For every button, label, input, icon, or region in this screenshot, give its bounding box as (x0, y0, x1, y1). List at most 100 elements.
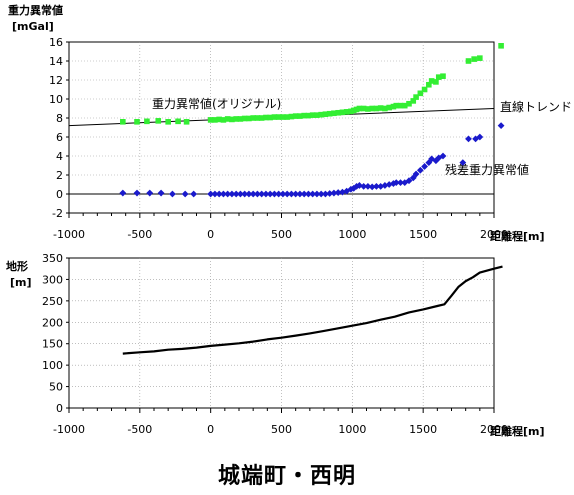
y-tick-label: 8 (56, 112, 63, 125)
original-gravity-point (241, 115, 248, 122)
residual-gravity-point (330, 189, 338, 197)
residual-gravity-point (326, 190, 334, 197)
residual-gravity-point (254, 190, 261, 198)
y-tick-label: 10 (49, 93, 63, 106)
residual-gravity-point (146, 189, 154, 197)
original-gravity-point (465, 58, 472, 64)
original-gravity-point (144, 118, 150, 125)
y-tick-label: 250 (42, 295, 63, 308)
y-tick-label: 300 (42, 273, 63, 286)
original-gravity-point (322, 111, 329, 117)
y-tick-label: 200 (42, 316, 63, 329)
original-gravity-point (335, 109, 341, 116)
original-gravity-point (382, 105, 388, 112)
original-gravity-point (343, 109, 350, 115)
original-gravity-point (318, 111, 324, 118)
original-gravity-point (428, 78, 435, 84)
residual-gravity-point (305, 190, 312, 198)
y-tick-label: 14 (49, 55, 63, 68)
residual-gravity-point (476, 133, 484, 141)
x-tick-label: 1500 (409, 423, 437, 436)
chart-panel-1: -2 0 2 4 6 8 10 12 14 16 -1000 -500 0 500 1000 1500 2000… (8, 3, 572, 243)
residual-gravity-point (266, 190, 274, 198)
residual-gravity-point (401, 179, 409, 186)
residual-gravity-point (300, 190, 308, 198)
residual-gravity-point (392, 179, 400, 186)
y-tick-label: 2 (56, 169, 63, 182)
residual-gravity-point (292, 190, 300, 198)
residual-gravity-point (313, 190, 321, 198)
original-gravity-point (120, 119, 126, 125)
residual-gravity-point (220, 190, 227, 198)
residual-gravity-point (439, 152, 447, 160)
y-tick-label: 16 (49, 36, 63, 49)
y-tick-label: 4 (56, 150, 63, 163)
residual-gravity-point (190, 190, 198, 198)
original-gravity-point (406, 100, 412, 107)
original-gravity-point (288, 113, 295, 120)
y-tick-label: 0 (56, 402, 63, 415)
original-gravity-point (369, 105, 375, 112)
y-tick-label: 6 (56, 131, 63, 144)
original-gravity-point (224, 116, 231, 122)
residual-gravity-point (157, 189, 165, 197)
residual-gravity-point (211, 190, 219, 198)
x-tick-label: -500 (127, 228, 152, 241)
annotation-trend: 直線トレンド (500, 99, 572, 114)
original-gravity-point (353, 106, 360, 113)
residual-gravity-point (360, 183, 368, 190)
annotation-residual: 残差重力異常値 (445, 162, 529, 177)
x-tick-label: 500 (271, 228, 292, 241)
residual-gravity-point (245, 190, 253, 198)
original-gravity-point (348, 108, 354, 115)
residual-gravity-point (288, 190, 295, 198)
original-gravity-point (413, 94, 419, 100)
original-gravity-point (471, 56, 477, 62)
residual-gravity-point (368, 183, 376, 191)
original-gravity-point (440, 73, 446, 79)
residual-gravity-point (181, 190, 189, 198)
original-gravity-point (401, 102, 408, 109)
original-gravity-point (246, 115, 252, 122)
y-tick-label: 350 (42, 252, 63, 265)
original-gravity-point (301, 112, 307, 119)
original-gravity-point (417, 90, 424, 97)
x-tick-label: 1500 (409, 228, 437, 241)
original-gravity-point (237, 116, 244, 122)
original-gravity-point (212, 117, 218, 123)
residual-gravity-point (258, 190, 266, 198)
residual-gravity-point (133, 189, 141, 197)
original-gravity-point (275, 114, 282, 120)
residual-gravity-point (459, 159, 467, 167)
residual-gravity-point (309, 190, 317, 198)
residual-gravity-point (249, 190, 257, 198)
residual-gravity-point (262, 190, 270, 198)
x-tick-label: 1000 (338, 228, 366, 241)
original-gravity-point (271, 114, 278, 120)
original-gravity-point (134, 119, 140, 125)
x-tick-label: -1000 (53, 228, 85, 241)
original-gravity-point (326, 110, 333, 117)
original-gravity-point (254, 115, 261, 121)
original-gravity-point (175, 118, 181, 125)
y-tick-label: 50 (49, 381, 63, 394)
y-tick-label: 150 (42, 338, 63, 351)
original-gravity-point (207, 117, 214, 123)
x-tick-label: 2000 (480, 228, 508, 241)
residual-gravity-point (275, 190, 283, 198)
original-gravity-point (292, 113, 299, 119)
y-tick-label: 0 (56, 188, 63, 201)
original-gravity-point (339, 109, 346, 116)
plot-frame (68, 41, 495, 214)
x-axis-label: 距離程[m] (490, 424, 545, 438)
residual-gravity-point (373, 183, 380, 190)
y-axis-unit: [m] (10, 276, 32, 289)
original-gravity-point (155, 118, 162, 124)
original-gravity-point (297, 113, 303, 119)
original-gravity-point (263, 114, 269, 121)
original-gravity-point (305, 112, 312, 119)
original-gravity-point (435, 74, 442, 80)
residual-gravity-point (296, 190, 304, 198)
original-gravity-point (377, 105, 384, 111)
y-axis-label: 重力異常値 (8, 3, 63, 17)
